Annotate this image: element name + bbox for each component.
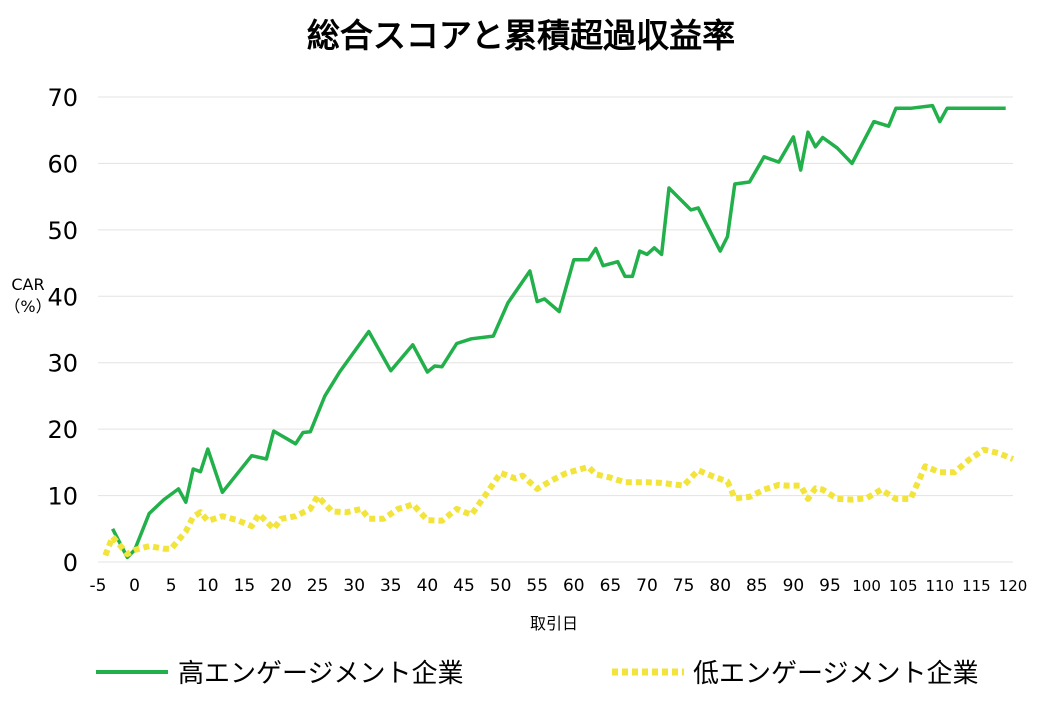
y-tick-label: 20: [47, 416, 78, 444]
gridlines: [98, 96, 1013, 563]
series-line-low-engagement: [102, 446, 1015, 557]
y-tick-label: 0: [63, 549, 78, 577]
x-tick-label: 25: [307, 576, 329, 596]
x-tick-label: 0: [129, 576, 140, 596]
legend-label-high: 高エンゲージメント企業: [178, 659, 463, 689]
x-tick-label: 60: [563, 576, 585, 596]
y-tick-label: 50: [47, 217, 78, 245]
x-tick-label: 50: [490, 576, 512, 596]
x-tick-label: 65: [600, 576, 622, 596]
y-axis-label: CAR （%）: [4, 275, 51, 316]
y-tick-label: 30: [47, 350, 78, 378]
legend-label-low: 低エンゲージメント企業: [693, 659, 978, 689]
series-line-high-engagement: [111, 103, 1006, 560]
x-tick-label: 55: [526, 576, 548, 596]
x-tick-label: 5: [166, 576, 177, 596]
x-axis-ticks: -5 0 5 10 15 20 25 30 35 40 45 50 55 60 65 70 75 80 85 90 95…: [90, 576, 1028, 596]
x-tick-label: 95: [819, 576, 841, 596]
chart-title: 総合スコアと累積超過収益率: [307, 16, 735, 55]
y-tick-label: 60: [47, 150, 78, 178]
x-tick-label: 110: [925, 577, 954, 595]
x-tick-label: 100: [852, 577, 881, 595]
x-tick-label: 40: [417, 576, 439, 596]
x-tick-label: 10: [197, 576, 219, 596]
y-axis-ticks: 0 10 20 30 40 50 60 70: [47, 84, 78, 577]
x-tick-label: 120: [999, 577, 1028, 595]
x-tick-label: 45: [453, 576, 475, 596]
x-tick-label: 105: [889, 577, 918, 595]
x-tick-label: -5: [90, 576, 107, 596]
x-tick-label: 115: [962, 577, 991, 595]
y-tick-label: 40: [47, 283, 78, 311]
x-tick-label: 90: [783, 576, 805, 596]
x-tick-label: 75: [673, 576, 695, 596]
series-layer: [102, 103, 1015, 560]
x-axis-label: 取引日: [530, 614, 578, 633]
x-tick-label: 85: [746, 576, 768, 596]
legend: 高エンゲージメント企業 低エンゲージメント企業: [96, 659, 978, 689]
y-tick-label: 10: [47, 483, 78, 511]
x-tick-label: 30: [343, 576, 365, 596]
x-tick-label: 15: [234, 576, 256, 596]
y-tick-label: 70: [47, 84, 78, 112]
x-tick-label: 35: [380, 576, 402, 596]
x-tick-label: 80: [709, 576, 731, 596]
x-tick-label: 20: [270, 576, 292, 596]
x-tick-label: 70: [636, 576, 658, 596]
